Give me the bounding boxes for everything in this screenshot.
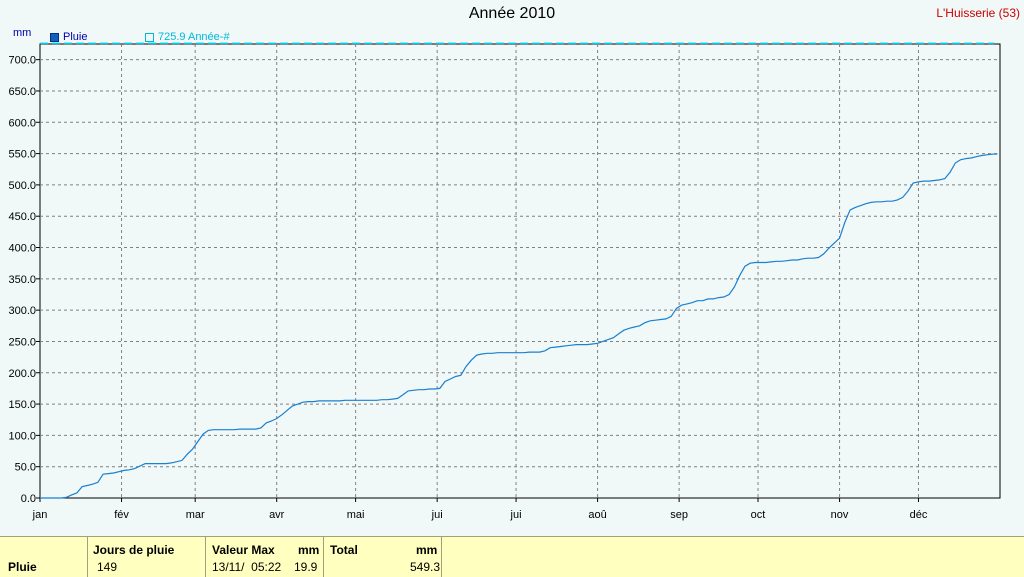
rain-days-header: Jours de pluie: [93, 543, 175, 557]
y-tick-label: 350.0: [8, 274, 36, 286]
max-header: Valeur Max: [212, 543, 275, 557]
legend-item-pluie: Pluie: [50, 31, 87, 43]
rain-days-cell: Jours de pluie 149: [88, 537, 206, 577]
y-tick-label: 0.0: [21, 493, 36, 505]
station-label: L'Huisserie (53): [936, 6, 1020, 20]
y-tick-label: 450.0: [8, 211, 36, 223]
x-tick-label: jui: [431, 509, 443, 521]
x-tick-label: sep: [670, 509, 688, 521]
x-tick-label: avr: [269, 509, 285, 521]
x-tick-label: fév: [114, 509, 129, 521]
y-tick-label: 200.0: [8, 368, 36, 380]
legend-label: Pluie: [63, 31, 88, 43]
y-tick-label: 700.0: [8, 55, 36, 67]
y-tick-label: 300.0: [8, 305, 36, 317]
y-tick-label: 250.0: [8, 336, 36, 348]
x-tick-label: nov: [831, 509, 849, 521]
series-line-pluie: [40, 153, 998, 499]
total-unit: mm: [416, 543, 438, 557]
legend-label: 725.9 Année-#: [158, 31, 230, 43]
chart-title: Année 2010: [468, 5, 556, 22]
summary-table: Pluie Jours de pluie 149 Valeur Max mm 1…: [0, 536, 1024, 577]
summary-row-label-cell: Pluie: [0, 537, 88, 577]
y-tick-label: 650.0: [8, 86, 36, 98]
y-tick-label: 400.0: [8, 243, 36, 255]
plot-area: [39, 43, 1001, 499]
y-tick-label: 500.0: [8, 180, 36, 192]
total-cell: Total mm 549.3: [324, 537, 442, 577]
rain-chart: 0.0 50.0 100.0 150.0 200.0 250.0 300.0 350.0 400…: [8, 42, 1001, 521]
total-header: Total: [330, 543, 358, 557]
max-date: 13/11/ 05:22: [212, 560, 282, 574]
y-tick-label: 550.0: [8, 149, 36, 161]
legend-swatch-icon: [50, 32, 59, 42]
max-unit: mm: [298, 543, 320, 557]
x-tick-label: déc: [910, 509, 928, 521]
y-tick-label: 150.0: [8, 399, 36, 411]
summary-row-label: Pluie: [8, 560, 37, 574]
legend-item-reference: 725.9 Année-#: [145, 31, 230, 43]
y-unit-label: mm: [13, 27, 32, 39]
x-tick-label: oct: [751, 509, 766, 521]
x-tick-label: aoû: [588, 509, 606, 521]
x-tick-label: mar: [186, 509, 205, 521]
y-tick-label: 600.0: [8, 117, 36, 129]
total-value: 549.3: [410, 560, 441, 574]
rain-days-value: 149: [97, 560, 118, 574]
legend-swatch-icon: [145, 32, 154, 42]
max-value: 19.9: [294, 560, 318, 574]
x-tick-label: mai: [347, 509, 365, 521]
max-value-cell: Valeur Max mm 13/11/ 05:22 19.9: [206, 537, 324, 577]
x-tick-label: jui: [510, 509, 522, 521]
y-tick-label: 50.0: [15, 462, 36, 474]
y-tick-label: 100.0: [8, 430, 36, 442]
x-tick-label: jan: [32, 509, 48, 521]
